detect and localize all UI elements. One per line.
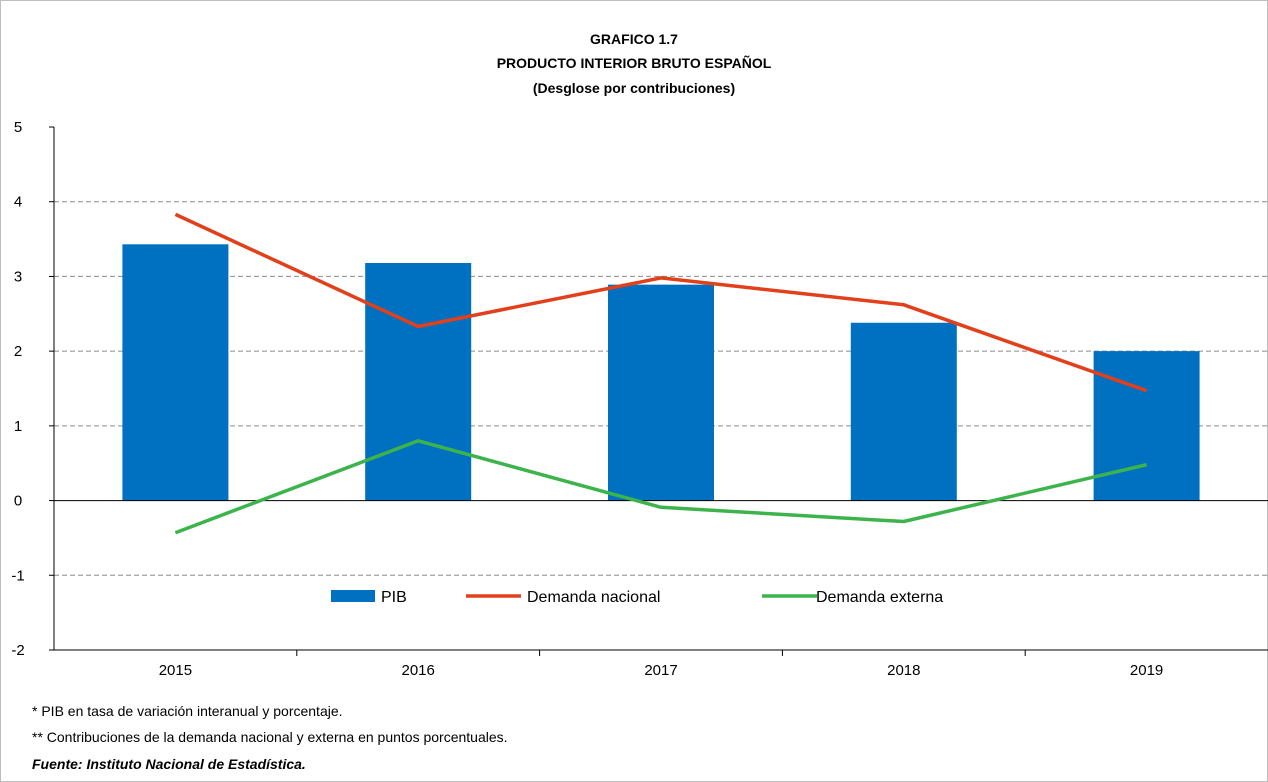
y-tick-label: -1 — [11, 567, 24, 584]
bar-pib-2019 — [1093, 351, 1200, 501]
y-tick-label: 3 — [14, 268, 22, 285]
legend-label: Demanda nacional — [527, 589, 660, 606]
chart-subtitle: PRODUCTO INTERIOR BRUTO ESPAÑOL — [497, 54, 772, 71]
bar-pib-2017 — [608, 284, 714, 501]
y-tick-label: -2 — [11, 642, 24, 659]
x-tick-label: 2017 — [644, 662, 677, 679]
bar-pib-2016 — [365, 262, 472, 501]
bar-pib-2018 — [850, 322, 957, 501]
bars-pib — [122, 244, 1200, 501]
lines — [174, 212, 1148, 535]
gridlines — [54, 201, 1268, 576]
source-note: Fuente: Instituto Nacional de Estadístic… — [32, 756, 306, 772]
x-tick-label: 2015 — [159, 662, 192, 679]
y-tick-label: 5 — [14, 119, 22, 136]
x-tick-label: 2016 — [402, 662, 435, 679]
line-demanda-externa — [174, 439, 1147, 535]
legend-label: Demanda externa — [816, 589, 943, 606]
footnote-contributions: ** Contribuciones de la demanda nacional… — [32, 729, 508, 745]
chart-title: GRAFICO 1.7 — [590, 31, 678, 47]
y-tick-label: 0 — [14, 493, 22, 510]
line-demanda-nacional — [174, 212, 1148, 393]
x-tick-label: 2018 — [887, 662, 920, 679]
legend-label: PIB — [381, 589, 407, 606]
y-tick-label: 2 — [14, 343, 22, 360]
bar-pib-2015 — [122, 244, 229, 501]
chart-subtitle-2: (Desglose por contribuciones) — [533, 80, 735, 96]
y-tick-label: 1 — [14, 418, 22, 435]
legend-swatch-pib — [331, 590, 375, 602]
footnote-pib: * PIB en tasa de variación interanual y … — [32, 703, 343, 719]
x-tick-label: 2019 — [1130, 662, 1163, 679]
y-tick-label: 4 — [14, 194, 22, 211]
legend: PIB Demanda nacional Demanda externa — [331, 589, 943, 606]
